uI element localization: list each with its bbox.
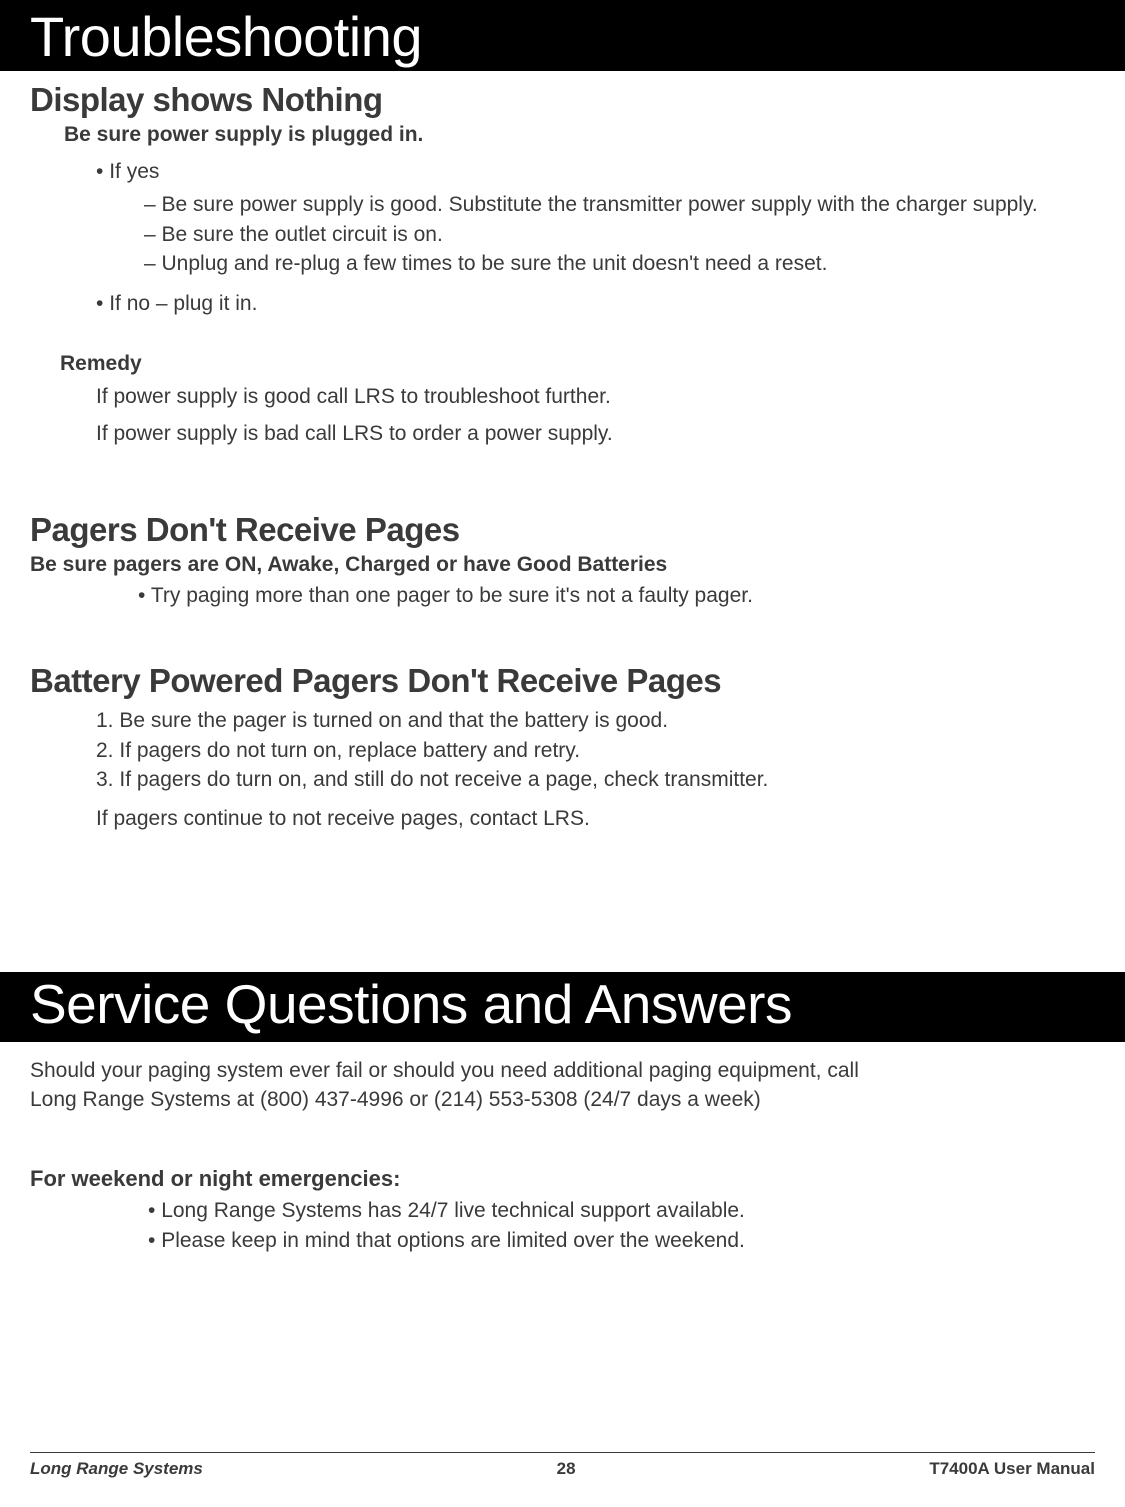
- section2-title: Pagers Don't Receive Pages: [30, 511, 1095, 549]
- page-footer: Long Range Systems 28 T7400A User Manual: [30, 1452, 1095, 1479]
- bullet-text: Please keep in mind that options are lim…: [161, 1229, 745, 1252]
- dash: – Be sure the outlet circuit is on.: [144, 220, 1095, 249]
- num-text: Be sure the pager is turned on and that …: [119, 709, 668, 732]
- remedy-text: If power supply is good call LRS to trou…: [96, 382, 1095, 411]
- footer-left: Long Range Systems: [30, 1459, 203, 1479]
- banner-text: Troubleshooting: [30, 5, 422, 68]
- section1-title: Display shows Nothing: [30, 81, 1095, 119]
- numbered-item: 2. If pagers do not turn on, replace bat…: [96, 736, 1095, 765]
- service-p1: Should your paging system ever fail or s…: [30, 1056, 1095, 1085]
- section1-sub: Be sure power supply is plugged in.: [64, 123, 1095, 147]
- remedy-label: Remedy: [60, 352, 1095, 376]
- footer-right: T7400A User Manual: [929, 1459, 1095, 1479]
- remedy-text: If power supply is bad call LRS to order…: [96, 419, 1095, 448]
- dash: – Be sure power supply is good. Substitu…: [144, 190, 1095, 219]
- footer-page-number: 28: [557, 1459, 576, 1479]
- bullet: • Try paging more than one pager to be s…: [138, 581, 1095, 610]
- bullet: • If yes: [96, 157, 1095, 186]
- bullet: • Please keep in mind that options are l…: [148, 1226, 1095, 1255]
- after-text: If pagers continue to not receive pages,…: [96, 804, 1095, 833]
- section3-title: Battery Powered Pagers Don't Receive Pag…: [30, 662, 1095, 700]
- bullet-text: Try paging more than one pager to be sur…: [151, 584, 753, 607]
- dash-text: Be sure power supply is good. Substitute…: [162, 193, 1038, 216]
- num-text: If pagers do not turn on, replace batter…: [119, 739, 580, 762]
- dash-text: Be sure the outlet circuit is on.: [162, 223, 443, 246]
- service-sub: For weekend or night emergencies:: [30, 1166, 1095, 1192]
- banner-text: Service Questions and Answers: [30, 973, 792, 1035]
- bullet-text: If yes: [109, 160, 159, 183]
- banner-troubleshooting: Troubleshooting: [0, 0, 1125, 71]
- section2-sub: Be sure pagers are ON, Awake, Charged or…: [30, 553, 1095, 577]
- bullet-text: If no – plug it in.: [109, 292, 257, 315]
- num-text: If pagers do turn on, and still do not r…: [119, 768, 768, 791]
- dash: – Unplug and re-plug a few times to be s…: [144, 249, 1095, 278]
- bullet: • Long Range Systems has 24/7 live techn…: [148, 1196, 1095, 1225]
- service-p2: Long Range Systems at (800) 437-4996 or …: [30, 1085, 1095, 1114]
- dash-text: Unplug and re-plug a few times to be sur…: [162, 252, 828, 275]
- numbered-item: 1. Be sure the pager is turned on and th…: [96, 706, 1095, 735]
- numbered-item: 3. If pagers do turn on, and still do no…: [96, 765, 1095, 794]
- bullet: • If no – plug it in.: [96, 289, 1095, 318]
- bullet-text: Long Range Systems has 24/7 live technic…: [161, 1199, 745, 1222]
- banner-service: Service Questions and Answers: [0, 972, 1125, 1042]
- service-content: Should your paging system ever fail or s…: [0, 1056, 1125, 1256]
- content-area: Display shows Nothing Be sure power supp…: [0, 81, 1125, 834]
